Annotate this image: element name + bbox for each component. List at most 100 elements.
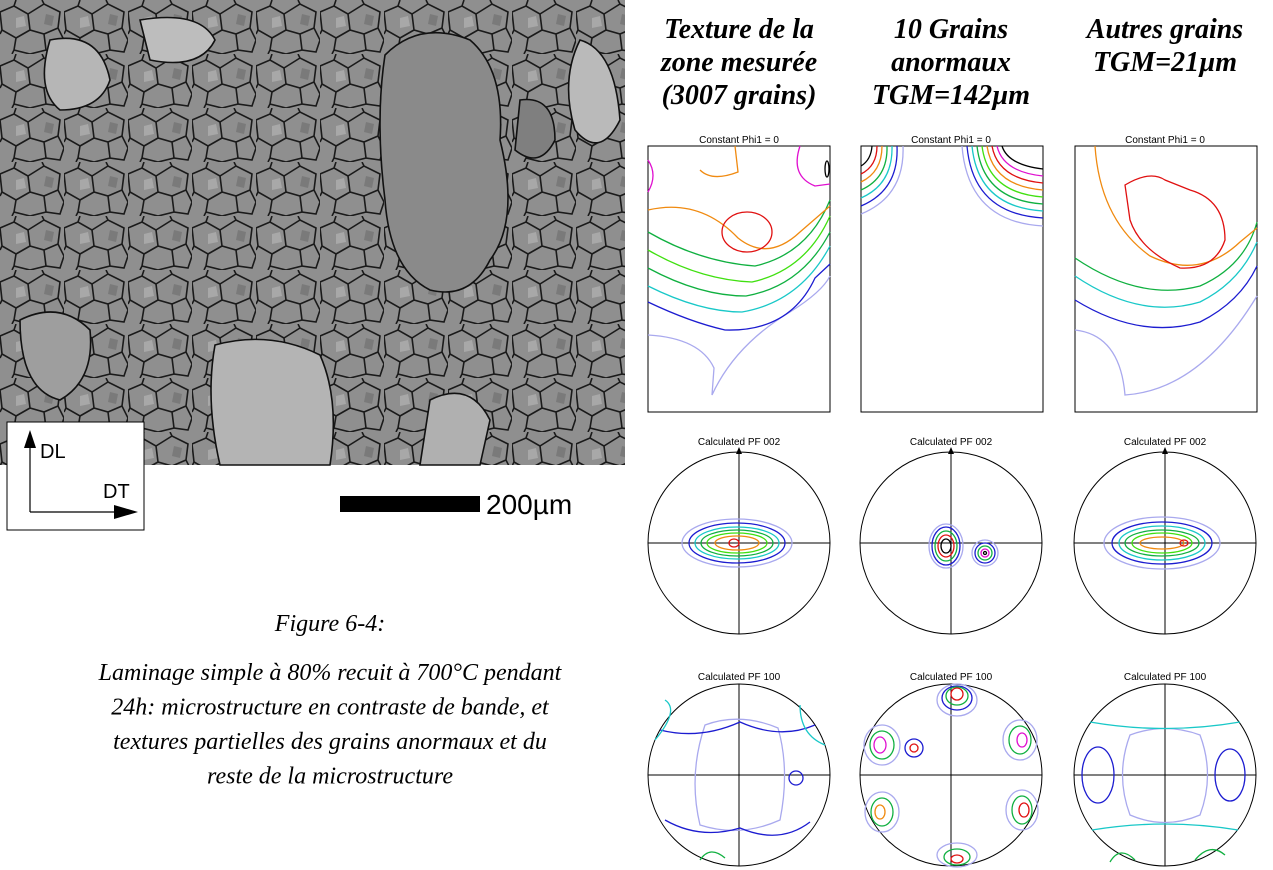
caption-line: 24h: microstructure en contraste de band… xyxy=(111,695,550,721)
pole-figure xyxy=(647,683,831,867)
contour xyxy=(1094,145,1258,266)
pole-figure xyxy=(1073,683,1257,867)
abnormal-grain xyxy=(210,338,335,466)
contour xyxy=(1103,516,1221,570)
contour xyxy=(928,523,964,569)
contour xyxy=(1002,719,1038,761)
column-heading: (3007 grains) xyxy=(662,80,817,111)
dl-label: DL xyxy=(40,441,66,463)
abnormal-grain xyxy=(514,98,556,159)
contour xyxy=(961,145,1044,227)
contour xyxy=(1008,725,1032,755)
contour xyxy=(981,145,1044,198)
dl-arrow xyxy=(24,430,36,448)
odf-frame xyxy=(860,145,1044,413)
odf-title: Constant Phi1 = 0 xyxy=(699,135,779,146)
contour xyxy=(860,145,898,207)
contour xyxy=(1121,727,1209,824)
contour xyxy=(700,529,774,557)
contour xyxy=(860,145,893,199)
column-heading: zone mesurée xyxy=(660,47,817,78)
contour xyxy=(1131,532,1193,554)
contour xyxy=(936,842,978,868)
contour xyxy=(699,145,739,178)
contour xyxy=(1179,539,1189,547)
caption-line: reste de la microstructure xyxy=(207,764,453,790)
contour xyxy=(863,724,901,766)
contour xyxy=(706,532,768,554)
contour xyxy=(934,530,958,562)
contour xyxy=(966,145,1044,219)
pf002-title: Calculated PF 002 xyxy=(1124,437,1207,448)
scale-bar xyxy=(340,496,480,512)
contour xyxy=(860,145,904,215)
contour xyxy=(941,685,973,711)
contour xyxy=(694,526,780,560)
contour xyxy=(974,542,996,564)
contour xyxy=(936,683,978,717)
contour xyxy=(647,159,654,193)
abnormal-grain xyxy=(379,32,509,293)
scale-bar-label: 200µm xyxy=(486,489,572,520)
contour xyxy=(647,205,831,250)
column-heading: Autres grains xyxy=(1085,14,1243,45)
contour xyxy=(945,686,969,706)
pole-figure xyxy=(859,683,1043,868)
contour xyxy=(1214,748,1246,802)
contour xyxy=(1074,265,1258,329)
contour xyxy=(1074,241,1258,308)
odf-frame xyxy=(647,145,831,413)
contour xyxy=(980,548,990,558)
contour xyxy=(1081,746,1115,804)
contour xyxy=(976,145,1044,205)
contour xyxy=(971,539,999,567)
pf002-title: Calculated PF 002 xyxy=(698,437,781,448)
pf002-title: Calculated PF 002 xyxy=(910,437,993,448)
pole-figure xyxy=(1073,447,1257,635)
contour xyxy=(864,791,900,833)
contour xyxy=(986,145,1044,191)
odf-frame xyxy=(1074,145,1258,413)
contour xyxy=(996,145,1044,177)
odf-panels xyxy=(647,145,1258,413)
contour xyxy=(1074,221,1258,291)
contour xyxy=(659,721,816,735)
contour xyxy=(714,535,760,551)
contour xyxy=(950,854,964,864)
column-heading: TGM=142µm xyxy=(872,80,1030,111)
contour xyxy=(688,522,786,564)
contour xyxy=(647,215,831,283)
caption-line: Laminage simple à 80% recuit à 700°C pen… xyxy=(98,660,563,686)
caption: Laminage simple à 80% recuit à 700°C pen… xyxy=(98,660,563,790)
abnormal-grain xyxy=(567,39,621,144)
contour xyxy=(1109,852,1136,863)
contour xyxy=(788,770,804,786)
contour xyxy=(654,699,672,741)
pf100-title: Calculated PF 100 xyxy=(910,672,993,683)
contour xyxy=(647,245,831,313)
contour xyxy=(870,797,894,827)
contour xyxy=(1124,529,1200,557)
column-heading: 10 Grains xyxy=(894,14,1008,45)
column-heading: anormaux xyxy=(891,47,1011,78)
contour xyxy=(950,687,964,701)
contour xyxy=(721,211,773,253)
contour xyxy=(869,730,895,760)
contour xyxy=(991,145,1044,184)
contour xyxy=(937,534,955,558)
contour xyxy=(874,804,886,820)
contour xyxy=(1124,175,1226,269)
contour xyxy=(1016,732,1028,748)
odf-title: Constant Phi1 = 0 xyxy=(911,135,991,146)
contour xyxy=(1074,295,1258,396)
contour xyxy=(728,538,740,548)
contour xyxy=(1005,789,1039,831)
contour xyxy=(909,743,919,753)
column-heading: Texture de la xyxy=(664,14,814,45)
contour xyxy=(860,145,883,183)
axes-box: DL DT xyxy=(6,421,145,531)
contour xyxy=(1118,525,1206,561)
contour xyxy=(860,145,873,167)
